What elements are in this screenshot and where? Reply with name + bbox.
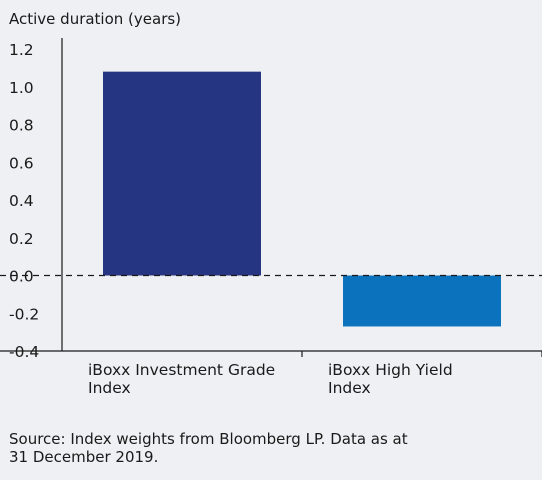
bar-2 bbox=[343, 275, 501, 327]
y-tick-label: 0.4 bbox=[9, 192, 34, 210]
source-note: Source: Index weights from Bloomberg LP.… bbox=[9, 430, 529, 466]
y-tick-label: -0.2 bbox=[9, 305, 39, 323]
bar-1 bbox=[103, 71, 261, 276]
x-category-label: iBoxx Investment Grade bbox=[88, 361, 275, 379]
source-line-2: 31 December 2019. bbox=[9, 448, 159, 466]
source-line-1: Source: Index weights from Bloomberg LP.… bbox=[9, 430, 408, 448]
y-tick-label: 1.0 bbox=[9, 79, 34, 97]
y-tick-label: 0.2 bbox=[9, 230, 34, 248]
x-category-label: iBoxx High Yield bbox=[328, 361, 453, 379]
y-tick-label: 0.0 bbox=[9, 268, 34, 286]
y-tick-label: -0.4 bbox=[9, 343, 39, 361]
y-axis-label: Active duration (years) bbox=[9, 10, 182, 28]
y-tick-label: 1.2 bbox=[9, 41, 34, 59]
y-tick-label: 0.8 bbox=[9, 117, 34, 135]
x-category-label: Index bbox=[88, 379, 131, 397]
bar-chart: -0.4 -0.2 0.0 0.2 0.4 0.6 0.8 1.0 1.2 iBoxx Inves… bbox=[0, 38, 542, 397]
x-category-label: Index bbox=[328, 379, 371, 397]
y-tick-label: 0.6 bbox=[9, 154, 34, 172]
